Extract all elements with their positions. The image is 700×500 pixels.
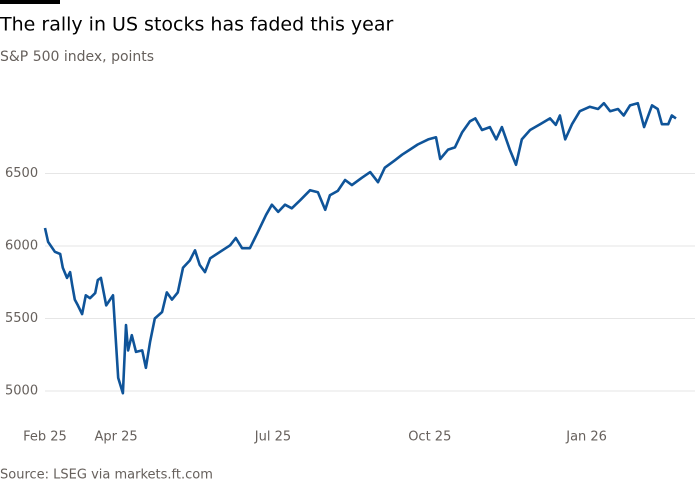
x-tick-label: Jul 25 [254,430,291,445]
brand-bar [0,0,60,4]
chart-subtitle: S&P 500 index, points [0,49,154,65]
x-tick-label: Jan 26 [565,430,607,445]
series-line [43,101,677,395]
source: Source: LSEG via markets.ft.com [0,468,213,483]
y-tick-label: 6000 [5,239,38,254]
x-tick-label: Oct 25 [408,430,451,445]
x-tick-label: Apr 25 [95,430,138,445]
y-tick-label: 6500 [5,166,38,181]
y-tick-label: 5000 [5,384,38,399]
y-tick-label: 5500 [5,311,38,326]
x-tick-label: Feb 25 [23,430,67,445]
chart-title: The rally in US stocks has faded this ye… [0,14,393,36]
